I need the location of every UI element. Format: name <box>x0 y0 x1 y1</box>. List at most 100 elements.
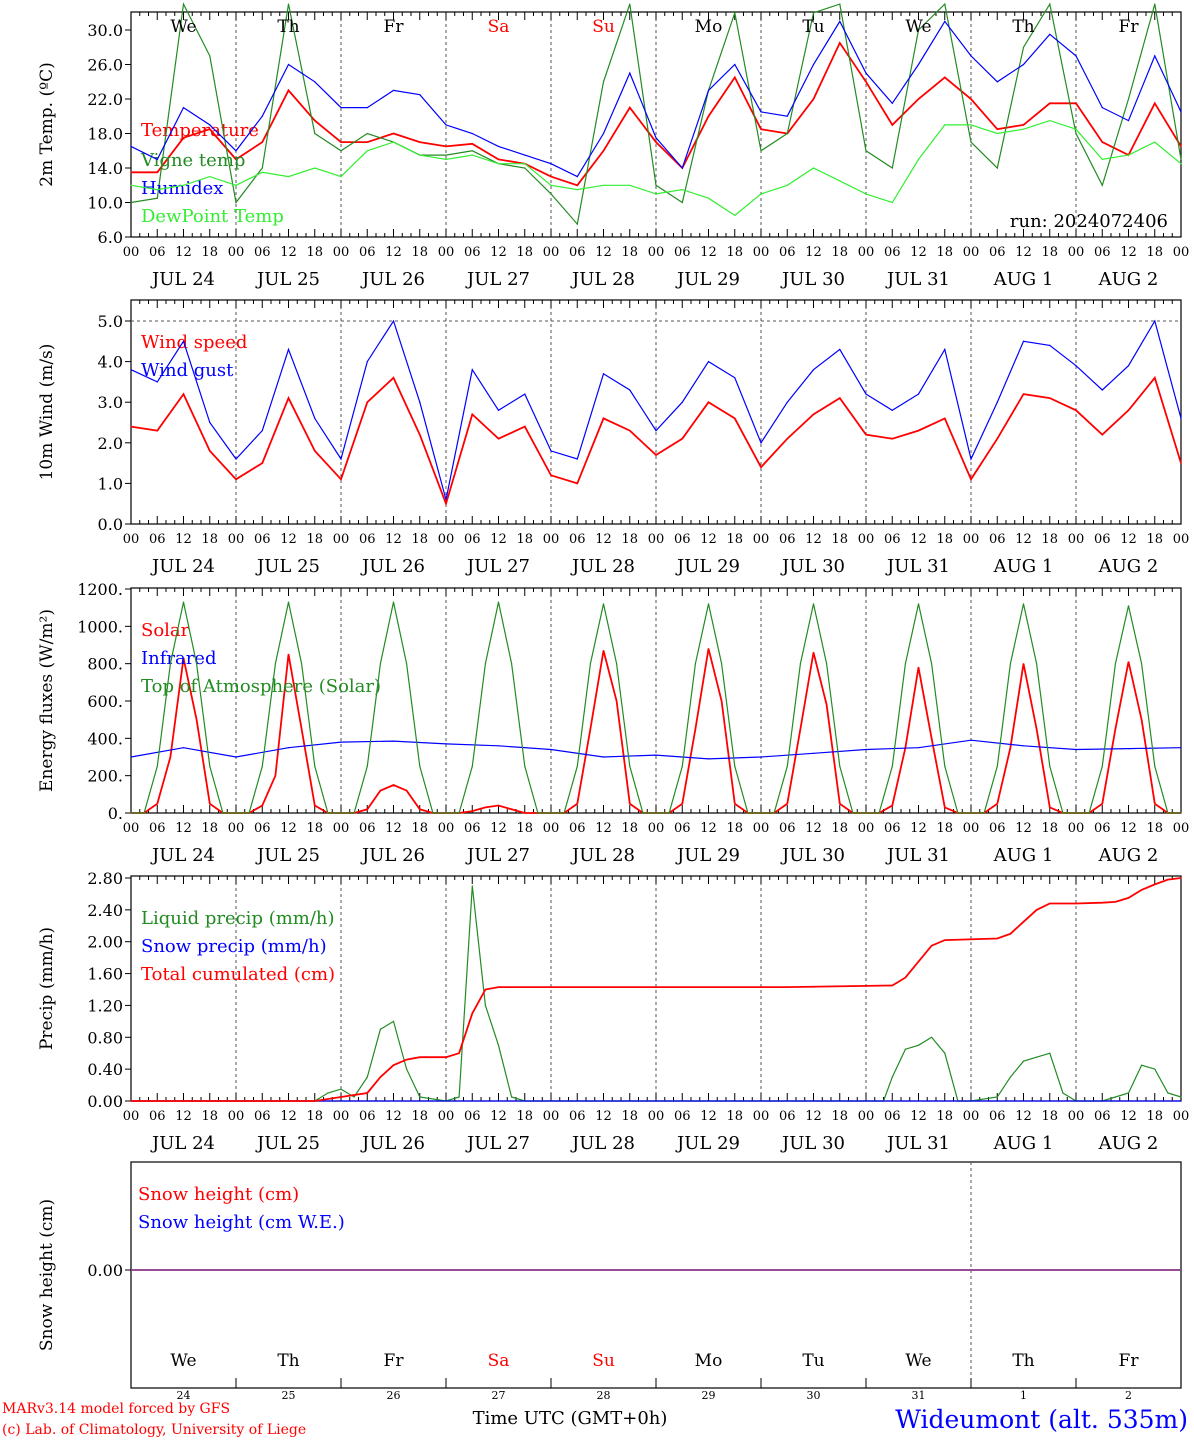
data-point <box>760 756 762 758</box>
data-point <box>629 803 631 805</box>
data-point <box>734 63 736 66</box>
data-point <box>655 137 657 139</box>
data-point <box>340 107 342 109</box>
data-point <box>511 663 513 665</box>
data-point <box>865 81 867 83</box>
hour-tick-label: 12 <box>175 1109 192 1124</box>
data-point <box>655 986 657 988</box>
hour-tick-label: 06 <box>674 1109 691 1124</box>
hour-tick-label: 06 <box>674 821 691 836</box>
day-number: 31 <box>912 1389 926 1402</box>
data-point <box>917 430 920 432</box>
data-point <box>1022 1060 1025 1062</box>
data-point <box>340 1088 342 1090</box>
hour-tick-label: 12 <box>175 245 192 260</box>
hour-tick-label: 00 <box>1068 245 1085 260</box>
data-point <box>537 812 539 814</box>
hour-tick-label: 18 <box>516 1109 533 1124</box>
data-point <box>235 158 237 160</box>
data-point <box>1022 921 1025 923</box>
data-point <box>314 804 316 807</box>
panel-5: 0.00 Snow height (cm) Snow height (cm) Snow… <box>37 1161 1182 1402</box>
data-point <box>1154 1068 1156 1070</box>
data-point <box>484 806 486 809</box>
data-point <box>721 700 723 702</box>
data-point <box>550 986 552 988</box>
hour-tick-label: 12 <box>910 532 927 547</box>
data-point <box>786 132 788 135</box>
data-point <box>366 132 368 135</box>
hour-tick-label: 12 <box>1120 245 1137 260</box>
footer-model-credit: MARv3.14 model forced by GFS <box>2 1401 230 1417</box>
weekday-label: Th <box>1012 1351 1034 1371</box>
data-point <box>497 409 500 411</box>
data-point <box>445 812 447 814</box>
data-point <box>471 885 473 887</box>
data-point <box>655 812 657 814</box>
data-point <box>1075 55 1077 57</box>
legend-entry: Snow precip (mm/h) <box>141 936 327 957</box>
data-point <box>287 63 290 66</box>
data-point <box>182 393 185 395</box>
hour-tick-label: 18 <box>831 532 848 547</box>
hour-tick-label: 00 <box>543 821 560 836</box>
data-point <box>602 650 605 652</box>
hour-tick-label: 18 <box>936 1109 953 1124</box>
data-point <box>970 124 972 126</box>
hour-tick-label: 00 <box>753 245 770 260</box>
y-tick-label: 3.0 <box>98 393 123 412</box>
data-point <box>616 700 618 702</box>
hour-tick-label: 00 <box>123 1109 140 1124</box>
data-point <box>917 98 920 100</box>
hour-tick-label: 18 <box>726 532 743 547</box>
data-point <box>629 107 631 109</box>
data-point <box>1180 877 1182 879</box>
data-point <box>182 747 185 749</box>
data-point <box>392 89 395 91</box>
weekday-label: Sa <box>488 1351 510 1371</box>
hour-tick-label: 18 <box>306 245 323 260</box>
data-point <box>917 63 920 66</box>
data-point <box>130 184 132 186</box>
date-label: AUG 2 <box>1098 845 1159 866</box>
hour-tick-label: 18 <box>306 1109 323 1124</box>
hour-tick-label: 06 <box>359 532 376 547</box>
data-point <box>786 986 788 988</box>
data-point <box>143 812 145 814</box>
hour-tick-label: 18 <box>831 821 848 836</box>
data-point <box>130 171 132 173</box>
y-axis-label: Energy fluxes (W/m²) <box>37 609 57 792</box>
data-point <box>1167 1092 1169 1094</box>
data-point <box>839 180 841 182</box>
y-axis-label: Precip (mm/h) <box>37 927 57 1050</box>
data-point <box>340 741 342 743</box>
hour-tick-label: 12 <box>1120 1109 1137 1124</box>
data-point <box>209 803 211 805</box>
data-point <box>1127 154 1130 156</box>
date-label: JUL 27 <box>465 845 530 866</box>
hour-tick-label: 00 <box>1173 532 1190 547</box>
hour-tick-label: 06 <box>359 821 376 836</box>
data-point <box>944 20 946 22</box>
data-point <box>497 804 500 807</box>
data-point <box>340 150 342 152</box>
data-point <box>445 1056 447 1058</box>
data-point <box>392 601 395 603</box>
hour-tick-label: 00 <box>753 821 770 836</box>
data-point <box>865 72 867 74</box>
weekday-label: We <box>905 1351 931 1371</box>
data-point <box>156 189 158 191</box>
date-label: JUL 27 <box>465 556 530 577</box>
hour-tick-label: 00 <box>753 532 770 547</box>
data-point <box>1154 141 1156 143</box>
hour-tick-label: 12 <box>910 245 927 260</box>
data-point <box>235 201 237 204</box>
data-point <box>458 1096 460 1098</box>
data-point <box>235 478 237 480</box>
date-label: JUL 25 <box>255 1133 320 1154</box>
data-point <box>248 812 250 814</box>
data-point <box>681 765 683 767</box>
data-point <box>917 158 920 160</box>
hour-tick-label: 12 <box>595 821 612 836</box>
data-point <box>576 803 578 805</box>
